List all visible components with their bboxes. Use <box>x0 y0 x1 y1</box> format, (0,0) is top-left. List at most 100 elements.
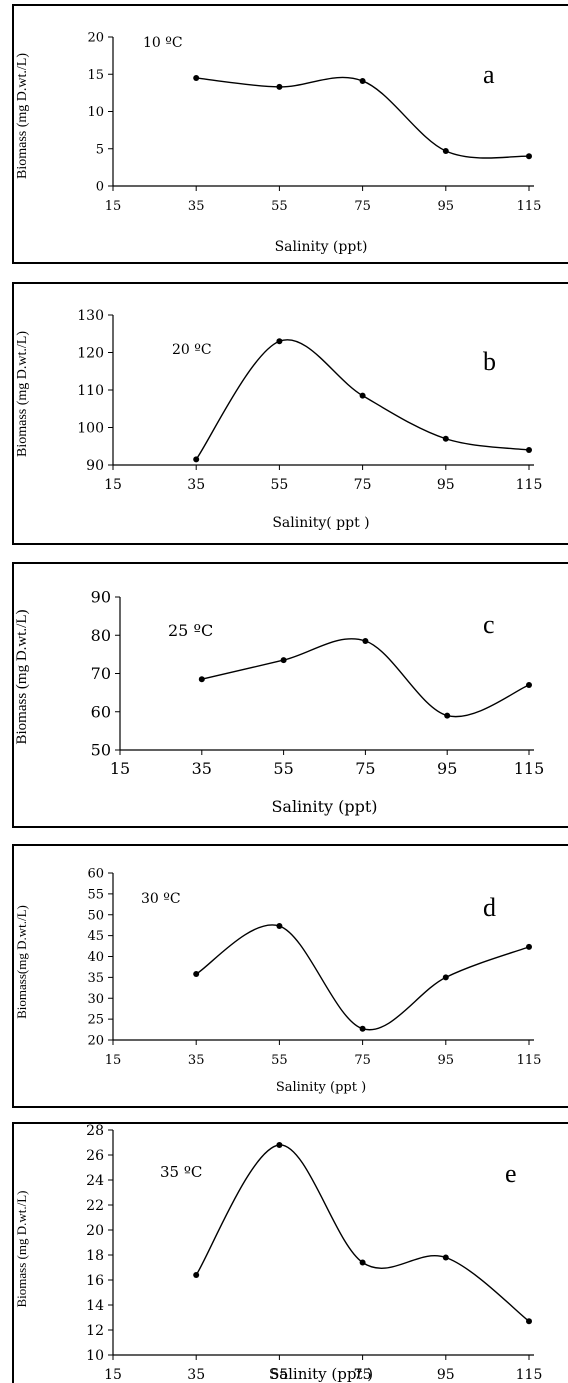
chart-panel-d: 20 25 30 35 40 45 50 55 60 15 35 55 75 95 115 Salinity … <box>12 844 568 1108</box>
x-tick-label: 15 <box>110 759 130 778</box>
x-tick-label: 75 <box>354 1367 372 1383</box>
x-tick-label: 95 <box>437 759 457 778</box>
temperature-annotation: 25 ºC <box>168 621 213 640</box>
y-tick-label: 0 <box>96 180 104 195</box>
x-tick-label: 55 <box>271 199 288 214</box>
data-point <box>276 83 283 90</box>
y-tick-label: 25 <box>87 1013 104 1028</box>
y-tick-label: 15 <box>87 68 104 83</box>
y-tick-label: 20 <box>86 1223 104 1239</box>
y-tick-label: 28 <box>86 1123 104 1139</box>
data-point <box>442 435 449 442</box>
x-axis-label: Salinity (ppt ) <box>276 1080 366 1095</box>
y-tick-label: 10 <box>86 1348 104 1364</box>
x-axis-label: Salinity (ppt ) <box>269 1365 373 1383</box>
data-point <box>276 1142 283 1148</box>
x-axis-label: Salinity (ppt) <box>275 239 368 255</box>
x-tick-label: 115 <box>517 1053 542 1068</box>
y-axis-label: Biomass (mg D.wt./L) <box>14 1191 29 1308</box>
y-tick-label: 26 <box>86 1148 104 1164</box>
y-tick-label: 110 <box>77 383 104 399</box>
x-tick-label: 15 <box>105 1053 122 1068</box>
y-tick-label: 45 <box>87 929 104 944</box>
y-tick-label: 60 <box>91 702 111 721</box>
y-tick-label: 50 <box>91 741 111 760</box>
data-point <box>276 338 283 345</box>
y-tick-label: 16 <box>86 1273 104 1289</box>
x-tick-label: 115 <box>514 759 545 778</box>
temperature-annotation: 20 ºC <box>172 342 212 358</box>
series-line <box>195 924 530 1031</box>
data-point <box>526 1318 532 1325</box>
data-point <box>442 1254 449 1261</box>
x-tick-label: 75 <box>354 477 372 493</box>
data-point <box>444 712 451 719</box>
temperature-annotation: 30 ºC <box>141 891 181 907</box>
data-point <box>359 392 366 399</box>
series-line <box>195 339 530 460</box>
data-point <box>280 657 287 664</box>
series-line <box>201 638 530 718</box>
y-tick-label: 12 <box>86 1323 104 1339</box>
x-tick-label: 95 <box>438 1053 455 1068</box>
temperature-annotation: 35 ºC <box>160 1163 202 1181</box>
x-tick-label: 115 <box>516 1367 543 1383</box>
y-tick-label: 10 <box>87 105 104 120</box>
y-tick-label: 5 <box>96 142 104 157</box>
y-tick-label: 20 <box>87 1034 104 1049</box>
x-tick-label: 55 <box>270 477 288 493</box>
panel-frame <box>12 562 568 828</box>
y-tick-label: 100 <box>77 420 104 436</box>
x-tick-label: 35 <box>187 477 205 493</box>
y-tick-label: 120 <box>77 345 104 361</box>
x-tick-label: 15 <box>104 1367 122 1383</box>
y-tick-label: 18 <box>86 1248 104 1264</box>
data-point <box>193 456 200 463</box>
y-tick-label: 20 <box>87 31 104 46</box>
chart-panel-b: 90 100 110 120 130 15 35 55 75 95 115 Salinity( ppt… <box>12 282 568 545</box>
y-tick-label: 30 <box>87 992 104 1007</box>
data-point <box>442 147 449 154</box>
x-tick-label: 35 <box>187 1367 205 1383</box>
data-point <box>193 1272 200 1278</box>
x-tick-label: 115 <box>516 477 543 493</box>
data-point <box>276 923 283 930</box>
x-tick-label: 35 <box>192 759 212 778</box>
y-tick-label: 24 <box>86 1173 104 1189</box>
data-point <box>526 153 532 160</box>
x-axis-label: Salinity (ppt) <box>271 797 377 816</box>
y-axis-label: Biomass (mg D.wt./L) <box>15 53 30 179</box>
chart-panel-a: 0 5 10 15 20 15 35 55 75 95 115 Salinity (ppt) Bioma… <box>12 4 568 264</box>
y-tick-label: 50 <box>87 908 104 923</box>
data-point <box>193 74 200 81</box>
x-tick-label: 95 <box>437 477 455 493</box>
data-point <box>442 974 449 981</box>
panel-letter: e <box>505 1159 517 1188</box>
data-point <box>526 681 532 688</box>
data-point <box>359 1025 366 1032</box>
x-tick-label: 35 <box>188 199 205 214</box>
y-tick-label: 80 <box>91 626 111 645</box>
y-tick-label: 70 <box>91 664 111 683</box>
temperature-annotation: 10 ºC <box>143 35 183 51</box>
panel-frame <box>12 282 568 545</box>
panel-letter: a <box>483 60 495 89</box>
panel-frame <box>12 4 568 264</box>
x-tick-label: 75 <box>354 1053 371 1068</box>
y-tick-label: 60 <box>87 867 104 882</box>
data-point <box>526 943 532 950</box>
x-tick-label: 55 <box>271 1053 288 1068</box>
x-tick-label: 95 <box>438 199 455 214</box>
x-tick-label: 75 <box>355 759 375 778</box>
data-point <box>359 77 366 84</box>
x-tick-label: 95 <box>437 1367 455 1383</box>
x-axis-label: Salinity( ppt ) <box>272 515 369 531</box>
series-line <box>195 1144 530 1322</box>
data-point <box>526 447 532 453</box>
y-tick-label: 130 <box>77 308 104 324</box>
chart-panel-c: 50 60 70 80 90 15 35 55 75 95 115 Salinity (ppt) Bio… <box>12 562 568 828</box>
series-line <box>196 76 530 159</box>
x-tick-label: 15 <box>105 199 122 214</box>
data-point <box>198 676 205 683</box>
